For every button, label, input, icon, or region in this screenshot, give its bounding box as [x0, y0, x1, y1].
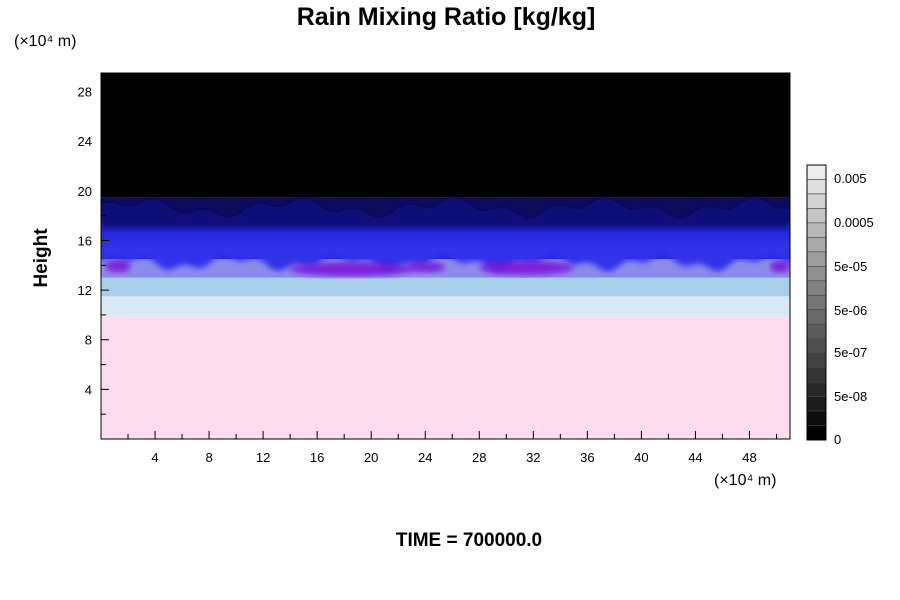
colorbar-level: [806, 425, 827, 441]
colorbar-label: 0.005: [834, 171, 867, 186]
purple-patch: [105, 259, 131, 273]
x-tick-label: 12: [256, 450, 270, 465]
purple-patch: [290, 262, 412, 276]
colorbar-level: [806, 396, 827, 412]
x-tick-label: 48: [742, 450, 756, 465]
colorbar-level: [806, 164, 827, 180]
colorbar-label: 5e-06: [834, 303, 867, 318]
field-band-lower-transition: [101, 296, 790, 315]
colorbar-level: [806, 352, 827, 368]
plot-frame: [100, 72, 791, 440]
y-tick-label: 16: [78, 233, 92, 248]
y-tick-label: 8: [85, 333, 92, 348]
x-tick-label: 16: [310, 450, 324, 465]
colorbar-level: [806, 237, 827, 253]
colorbar-level: [806, 410, 827, 426]
y-axis: 4 8 12 16 20 24 28: [78, 85, 109, 415]
colorbar-level: [806, 294, 827, 311]
colorbar-level: [806, 208, 827, 224]
colorbar: 0.005 0.0005 5e-05 5e-06 5e-07 5e-08 0: [806, 164, 874, 447]
plot-area: [101, 73, 790, 439]
colorbar-frame: [806, 164, 827, 441]
purple-patch: [479, 260, 574, 275]
x-tick-label: 36: [580, 450, 594, 465]
x-tick-label: 4: [151, 450, 158, 465]
colorbar-label: 0.0005: [834, 215, 874, 230]
x-tick-label: 44: [688, 450, 702, 465]
x-axis: 4 8 12 16 20 24 28 32 36 40 44 48: [127, 431, 777, 465]
field-band-top: [101, 73, 790, 198]
x-tick-label: 40: [634, 450, 648, 465]
colorbar-level: [806, 280, 827, 296]
colorbar-level: [806, 179, 827, 195]
colorbar-level: [806, 323, 827, 339]
y-tick-label: 4: [85, 382, 92, 397]
y-tick-label: 12: [78, 283, 92, 298]
x-tick-label: 32: [526, 450, 540, 465]
colorbar-label: 5e-07: [834, 345, 867, 360]
cloud-top-layer: [101, 197, 790, 229]
colorbar-label: 5e-05: [834, 259, 867, 274]
colorbar-level: [806, 381, 827, 397]
colorbar-level: [806, 309, 827, 325]
colorbar-level: [806, 338, 827, 354]
y-tick-label: 20: [78, 184, 92, 199]
purple-patch: [769, 260, 790, 273]
time-label: TIME = 700000.0: [395, 530, 543, 551]
x-tick-label: 20: [364, 450, 378, 465]
x-tick-label: 28: [472, 450, 486, 465]
y-axis-unit: (×10⁴ m): [14, 33, 77, 50]
y-tick-label: 28: [78, 85, 92, 100]
colorbar-level: [806, 193, 827, 209]
colorbar-level: [806, 222, 827, 238]
cloud-mid-layer: [101, 240, 790, 272]
x-tick-label: 24: [418, 450, 432, 465]
colorbar-level: [806, 266, 827, 282]
x-axis-unit: (×10⁴ m): [714, 472, 777, 489]
field-band-surface: [101, 314, 790, 439]
colorbar-label: 5e-08: [834, 389, 867, 404]
x-tick-label: 8: [205, 450, 212, 465]
y-tick-label: 24: [78, 134, 92, 149]
colorbar-label: 0: [834, 432, 841, 447]
colorbar-level: [806, 251, 827, 267]
field-band-light-blue: [101, 277, 790, 297]
chart-title: Rain Mixing Ratio [kg/kg]: [296, 3, 596, 31]
purple-patch: [404, 262, 446, 273]
colorbar-level: [806, 367, 827, 383]
